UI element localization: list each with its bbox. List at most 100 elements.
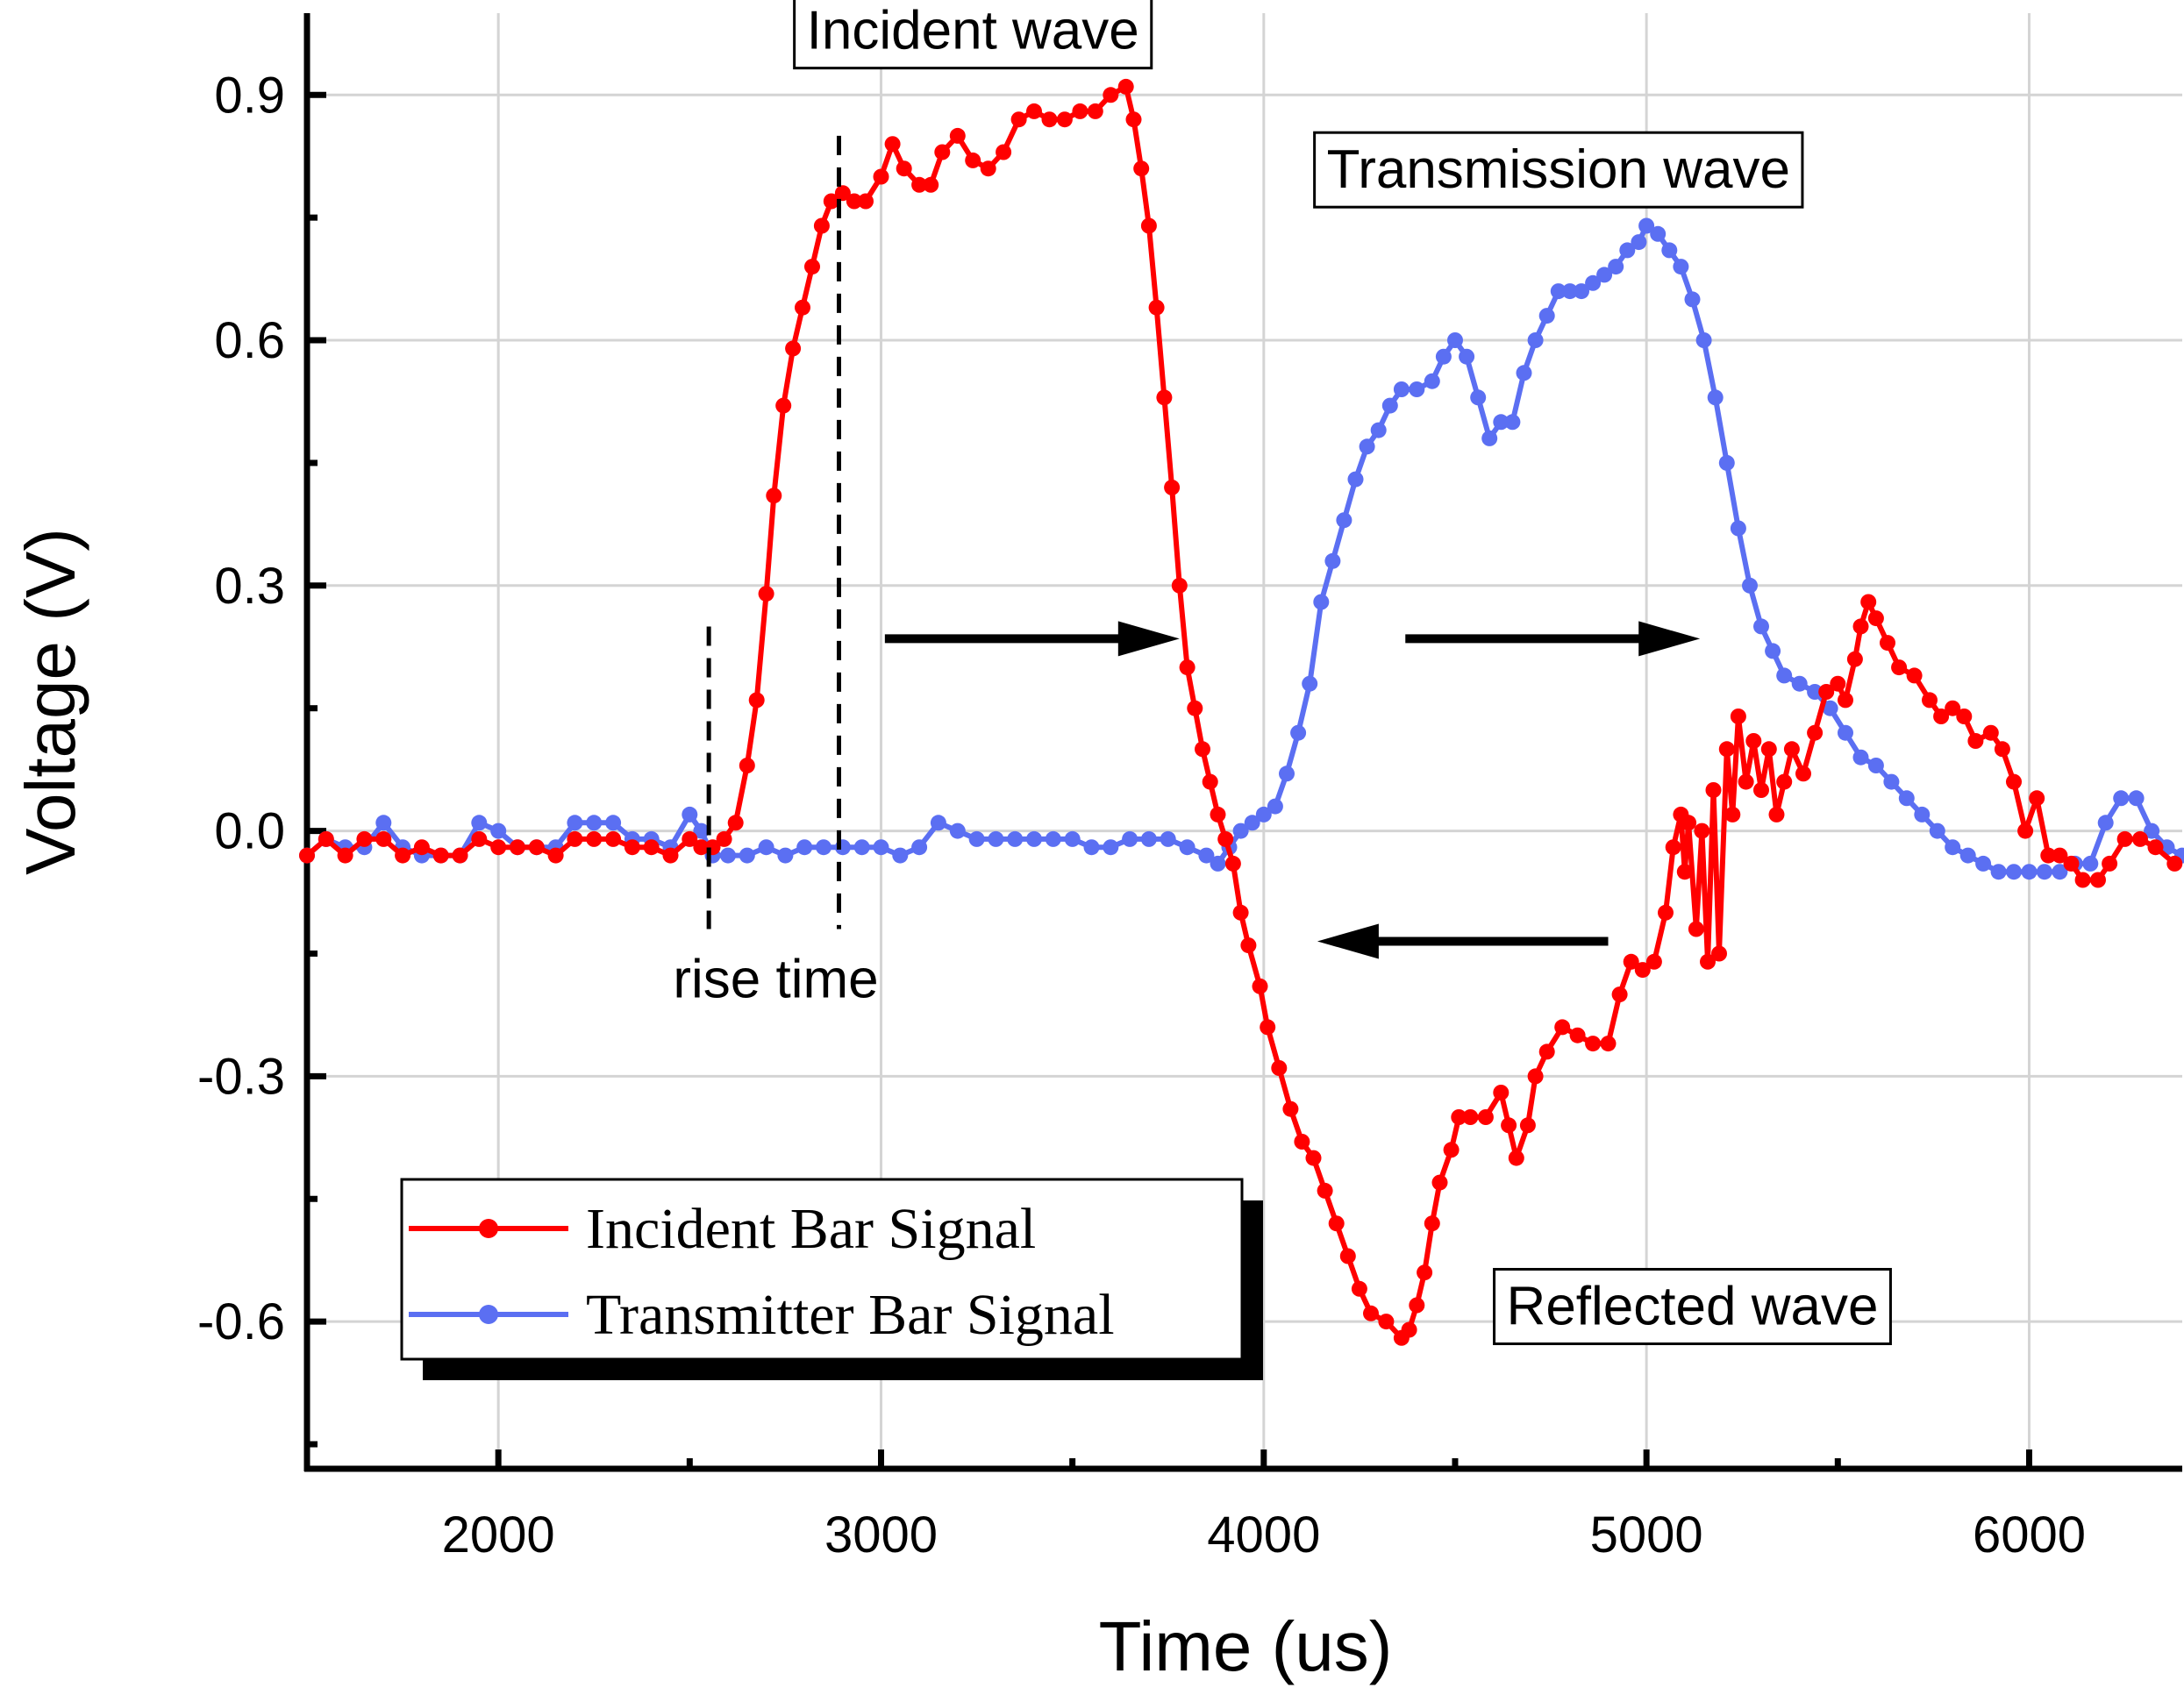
data-point [1424,373,1440,389]
data-point [727,815,744,831]
data-point [1267,798,1283,815]
data-point [1083,839,1100,856]
data-point [911,176,928,193]
data-point [1929,823,1945,839]
data-point [471,830,488,847]
data-point [1967,733,1984,749]
arrow-left [1317,923,1609,959]
data-point [2128,790,2145,807]
data-point [1470,389,1487,406]
data-point [1202,773,1218,790]
data-point [337,847,353,864]
data-point [1852,618,1869,635]
data-point [1676,864,1693,880]
data-point [923,176,939,193]
data-point [1538,308,1555,324]
data-point [471,815,488,831]
data-point [1195,741,1210,758]
annotation-text: Incident wave [807,1,1139,61]
data-point [1409,1297,1425,1314]
data-point [1661,242,1678,259]
data-point [1711,945,1727,962]
data-point [858,193,874,210]
data-point [1724,806,1741,823]
data-point [1807,684,1824,700]
data-point [1684,291,1701,308]
data-point [1776,667,1793,684]
data-point [1271,1060,1288,1076]
data-point [2017,823,2034,839]
data-point [1867,758,1884,773]
x-tick-label: 6000 [1973,1506,2086,1563]
data-point [1282,1100,1299,1117]
data-point [813,217,830,234]
data-point [2097,815,2114,831]
data-point [1431,1174,1448,1191]
data-point [1867,610,1884,627]
data-point [1435,348,1452,365]
data-point [1279,766,1295,782]
data-point [1516,365,1532,381]
data-point [2090,872,2106,888]
data-point [1244,815,1260,831]
data-point [1359,438,1375,455]
data-point [567,815,583,831]
data-point [1462,1109,1479,1125]
data-point [2021,864,2038,880]
data-point [1852,749,1869,766]
data-point [1160,830,1176,847]
data-point [1179,839,1195,856]
data-point [1459,348,1475,365]
data-point [1600,1036,1617,1052]
data-point [892,847,909,864]
data-point [1313,594,1330,610]
data-point [1880,635,1895,652]
series-line [305,223,2184,875]
data-point [2132,830,2148,847]
data-point [1125,111,1142,128]
data-point [1324,552,1341,569]
y-tick-label: 0.6 [214,312,285,369]
data-point [1906,667,1923,684]
data-point [1765,643,1781,659]
data-point [1705,782,1722,798]
data-point [1945,700,1961,716]
data-point [375,815,392,831]
data-point [2040,847,2057,864]
data-point [2036,864,2052,880]
data-point [1768,806,1785,823]
data-point [1347,471,1364,488]
data-point [965,152,981,168]
data-point [693,839,710,856]
data-point [356,830,373,847]
data-point [432,847,449,864]
y-tick-label: 0.3 [214,558,285,615]
data-point [1328,1215,1345,1232]
x-axis-title: Time (us) [1099,1607,1393,1685]
data-point [1569,1027,1586,1043]
data-point [1417,1264,1433,1281]
data-point [846,193,862,210]
data-point [1140,217,1157,234]
data-point [1305,1150,1322,1166]
data-point [1117,78,1134,95]
annotation-box [1313,131,1804,209]
annotation-box [793,0,1153,70]
legend-entry: Transmitter Bar Signal [409,1283,1115,1347]
data-point [1608,259,1624,275]
data-point [1956,709,1973,724]
arrow-head [1317,923,1379,959]
data-point [1650,225,1667,242]
data-point [1501,1117,1517,1134]
data-point [1351,1280,1367,1297]
data-point [1378,1314,1395,1330]
data-point [1730,520,1746,537]
data-point [1519,1117,1536,1134]
data-point [1133,160,1150,177]
data-point [2082,855,2099,872]
data-point [1596,267,1613,283]
data-point [1631,234,1647,251]
annotation: Incident wave [793,0,1153,70]
y-tick-label: -0.3 [197,1048,285,1105]
data-point [1260,1019,1276,1036]
